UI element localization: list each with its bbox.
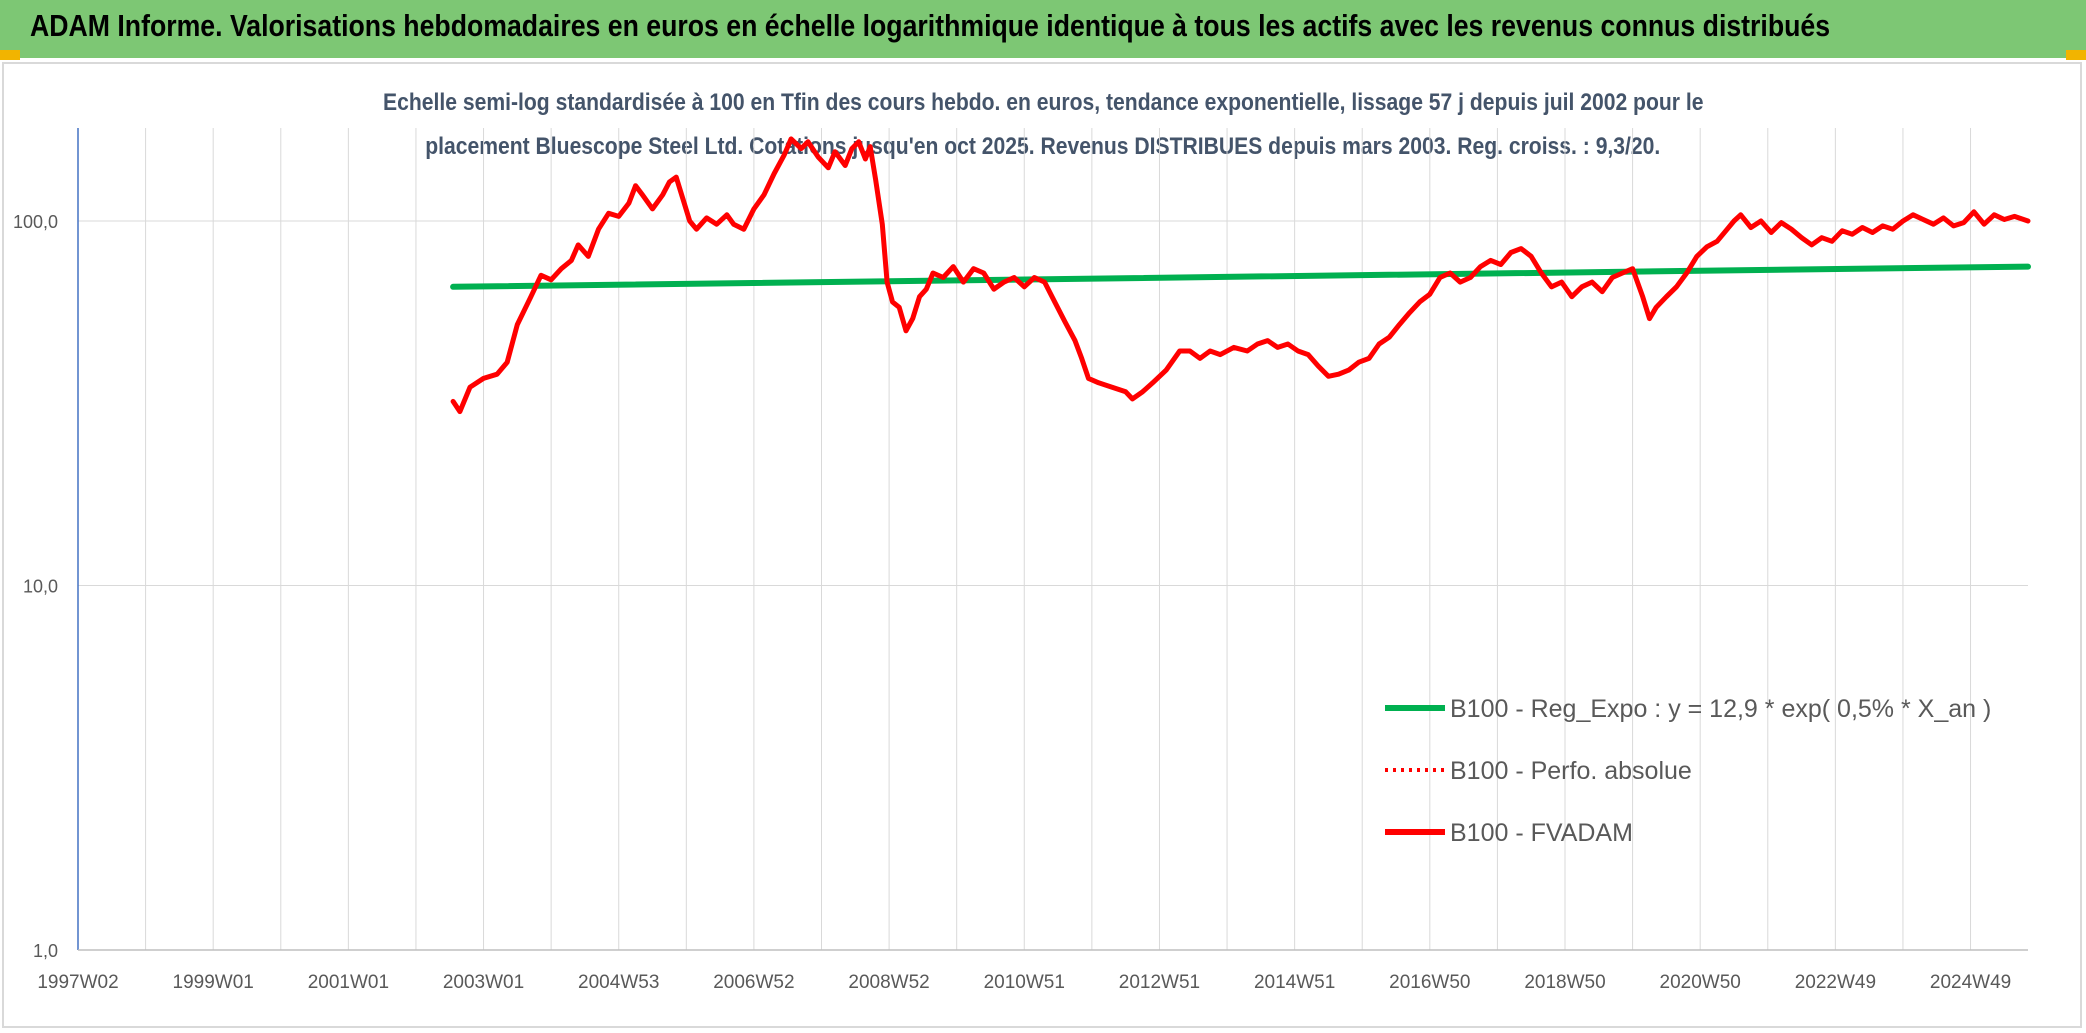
x-tick-label: 2014W51: [1254, 972, 1335, 993]
legend-label: B100 - Reg_Expo : y = 12,9 * exp( 0,5% *…: [1450, 695, 1991, 723]
x-tick-label: 2020W50: [1660, 972, 1741, 993]
report-header-bar: ADAM Informe. Valorisations hebdomadaire…: [0, 0, 2086, 58]
chart-subtitle-line-1-text: Echelle semi-log standardisée à 100 en T…: [382, 89, 1704, 116]
chart-subtitle-line-2: placement Bluescope Steel Ltd. Cotations…: [0, 133, 2086, 161]
x-tick-label: 1997W02: [37, 972, 118, 993]
x-tick-label: 2008W52: [848, 972, 929, 993]
legend-label: B100 - FVADAM: [1450, 819, 1633, 847]
x-tick-label: 2024W49: [1930, 972, 2011, 993]
x-tick-label: 1999W01: [173, 972, 254, 993]
legend-label: B100 - Perfo. absolue: [1450, 757, 1692, 785]
x-tick-label: 2003W01: [443, 972, 524, 993]
fvadam-price-line: [450, 136, 2031, 415]
x-tick-label: 2001W01: [308, 972, 389, 993]
x-tick-label: 2004W53: [578, 972, 659, 993]
x-tick-label: 2010W51: [984, 972, 1065, 993]
corner-marker-left: [0, 50, 20, 60]
y-tick-label: 100,0: [13, 212, 58, 232]
chart-subtitle-line-2-text: placement Bluescope Steel Ltd. Cotations…: [425, 133, 1661, 160]
y-tick-label: 10,0: [23, 577, 58, 597]
x-tick-label: 2022W49: [1795, 972, 1876, 993]
x-tick-label: 2016W50: [1389, 972, 1470, 993]
regression-trend-line: [450, 263, 2031, 290]
y-tick-label: 1,0: [33, 941, 58, 961]
x-tick-label: 2006W52: [713, 972, 794, 993]
x-tick-label: 2012W51: [1119, 972, 1200, 993]
corner-marker-right: [2066, 50, 2086, 60]
report-title: ADAM Informe. Valorisations hebdomadaire…: [30, 8, 1831, 43]
chart-subtitle-line-1: Echelle semi-log standardisée à 100 en T…: [0, 89, 2086, 117]
x-tick-label: 2018W50: [1524, 972, 1605, 993]
